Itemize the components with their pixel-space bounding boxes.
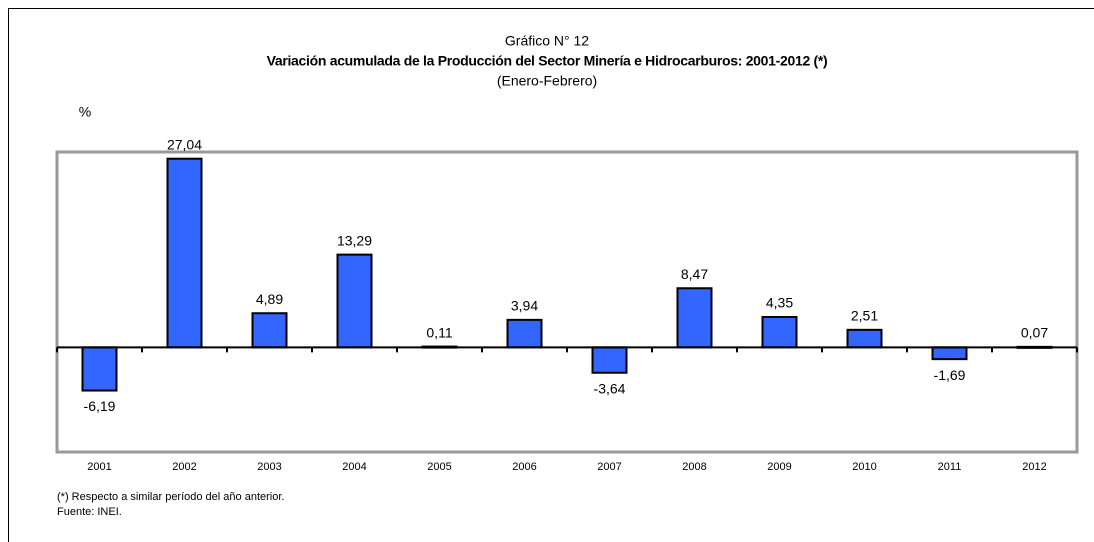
data-label: 13,29 bbox=[337, 232, 372, 248]
data-label: 0,11 bbox=[426, 324, 452, 340]
bar bbox=[846, 328, 883, 349]
bar bbox=[81, 346, 118, 392]
bar bbox=[506, 318, 543, 349]
period: (Enero-Febrero) bbox=[497, 73, 597, 89]
data-label: 27,04 bbox=[167, 136, 202, 152]
data-label: 4,89 bbox=[256, 291, 283, 307]
bar bbox=[676, 287, 713, 349]
x-tick-label: 2007 bbox=[597, 461, 621, 473]
data-label: 2,51 bbox=[851, 308, 878, 324]
x-tick-label: 2001 bbox=[87, 461, 111, 473]
x-tick-label: 2005 bbox=[427, 461, 451, 473]
plot-area bbox=[55, 150, 1079, 454]
frame bbox=[8, 8, 1094, 542]
data-label: -6,19 bbox=[84, 398, 116, 414]
chart-title: Gráfico N° 12 bbox=[505, 33, 589, 49]
x-tick-label: 2002 bbox=[172, 461, 196, 473]
x-tick-label: 2010 bbox=[852, 461, 876, 473]
x-tick-label: 2011 bbox=[938, 461, 962, 473]
bar bbox=[761, 316, 798, 349]
data-label: 8,47 bbox=[681, 266, 708, 282]
bar bbox=[251, 312, 288, 349]
x-tick-label: 2003 bbox=[257, 461, 281, 473]
bar bbox=[166, 157, 203, 349]
bar bbox=[591, 346, 628, 374]
data-label: 3,94 bbox=[511, 298, 538, 314]
y-axis-label: % bbox=[79, 104, 91, 120]
data-label: 0,07 bbox=[1021, 325, 1048, 341]
x-tick-label: 2004 bbox=[342, 461, 366, 473]
bar bbox=[336, 253, 373, 349]
x-tick-label: 2008 bbox=[682, 461, 706, 473]
x-tick-label: 2006 bbox=[512, 461, 536, 473]
x-tick-label: 2009 bbox=[767, 461, 791, 473]
footnote: (*) Respecto a similar período del año a… bbox=[57, 491, 284, 503]
data-label: -1,69 bbox=[934, 367, 966, 383]
data-label: 4,35 bbox=[766, 295, 793, 311]
bar bbox=[931, 346, 968, 361]
data-label: -3,64 bbox=[594, 380, 626, 396]
x-tick-label: 2012 bbox=[1022, 461, 1046, 473]
chart-subtitle: Variación acumulada de la Producción del… bbox=[267, 53, 828, 69]
footnote: Fuente: INEI. bbox=[57, 506, 122, 518]
